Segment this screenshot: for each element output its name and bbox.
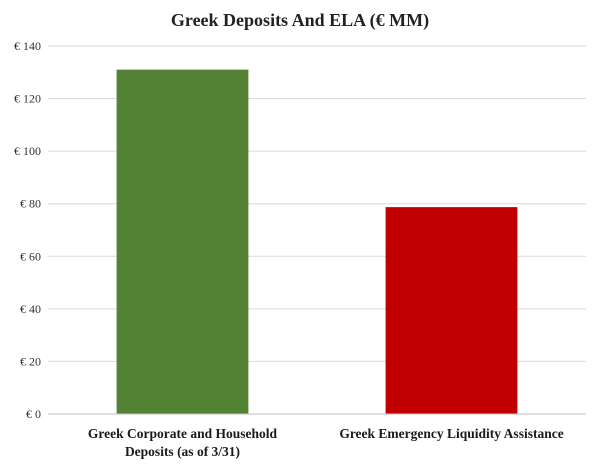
bar-2	[385, 207, 518, 414]
y-tick-label: € 140	[14, 39, 41, 53]
y-axis-ticks: € 0 € 20 € 40 € 60 € 80 € 100 € 120 € 140	[14, 39, 41, 421]
y-tick-label: € 40	[20, 302, 41, 316]
chart-title: Greek Deposits And ELA (€ MM)	[171, 10, 429, 31]
bars	[116, 69, 518, 415]
y-tick-label: € 120	[14, 92, 41, 106]
y-tick-label: € 0	[26, 407, 41, 421]
x-category-label: Greek Corporate and Household	[88, 426, 278, 441]
bar-1	[116, 69, 249, 415]
y-tick-label: € 80	[20, 197, 41, 211]
x-category-label: Greek Emergency Liquidity Assistance	[339, 426, 563, 441]
y-tick-label: € 20	[20, 354, 41, 368]
x-category-label: Deposits (as of 3/31)	[125, 444, 240, 459]
y-tick-label: € 60	[20, 249, 41, 263]
x-axis-labels: Greek Corporate and Household Deposits (a…	[88, 426, 564, 459]
y-tick-label: € 100	[14, 144, 41, 158]
